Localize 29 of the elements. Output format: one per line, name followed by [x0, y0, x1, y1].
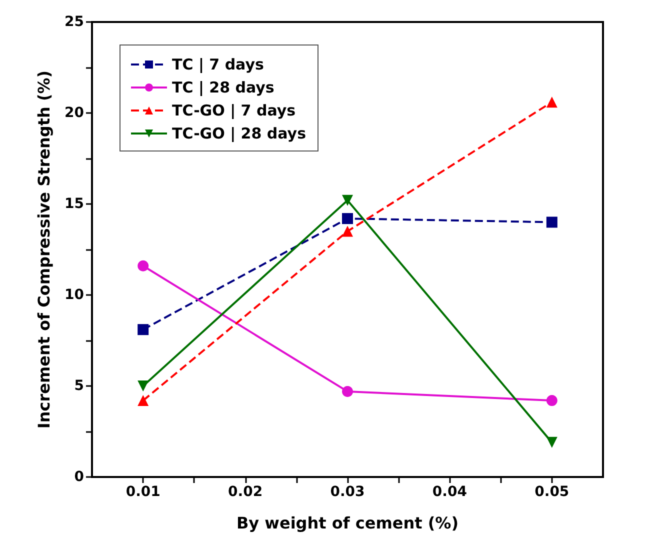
point [342, 386, 353, 397]
point [546, 436, 558, 448]
y-tick-label: 0 [74, 469, 84, 485]
point [138, 380, 149, 392]
x-tick-label: 0.03 [330, 484, 365, 500]
point [342, 226, 353, 237]
y-tick-label: 20 [64, 105, 84, 121]
x-tick-label: 0.04 [432, 484, 468, 500]
point [138, 260, 149, 272]
legend-label: TC-GO | 28 days [172, 124, 306, 142]
point [546, 216, 558, 228]
y-tick-label: 25 [64, 14, 84, 30]
legend-label: TC | 28 days [172, 78, 274, 96]
y-tick-label: 15 [64, 196, 84, 212]
point [342, 213, 353, 224]
x-tick-label: 0.05 [534, 484, 570, 500]
y-tick-label: 5 [74, 378, 84, 394]
legend-label: TC-GO | 7 days [172, 102, 296, 120]
point [546, 96, 558, 108]
x-tick-label: 0.01 [126, 484, 160, 500]
x-axis-title: By weight of cement (%) [236, 514, 459, 532]
y-axis-title: Increment of Compressive Strength (%) [34, 70, 54, 429]
legend-label: TC | 7 days [172, 56, 264, 74]
point [546, 395, 558, 406]
x-tick-label: 0.02 [228, 484, 263, 500]
point [138, 395, 149, 406]
point [138, 324, 149, 336]
y-tick-label: 10 [64, 287, 84, 303]
point [342, 194, 353, 206]
